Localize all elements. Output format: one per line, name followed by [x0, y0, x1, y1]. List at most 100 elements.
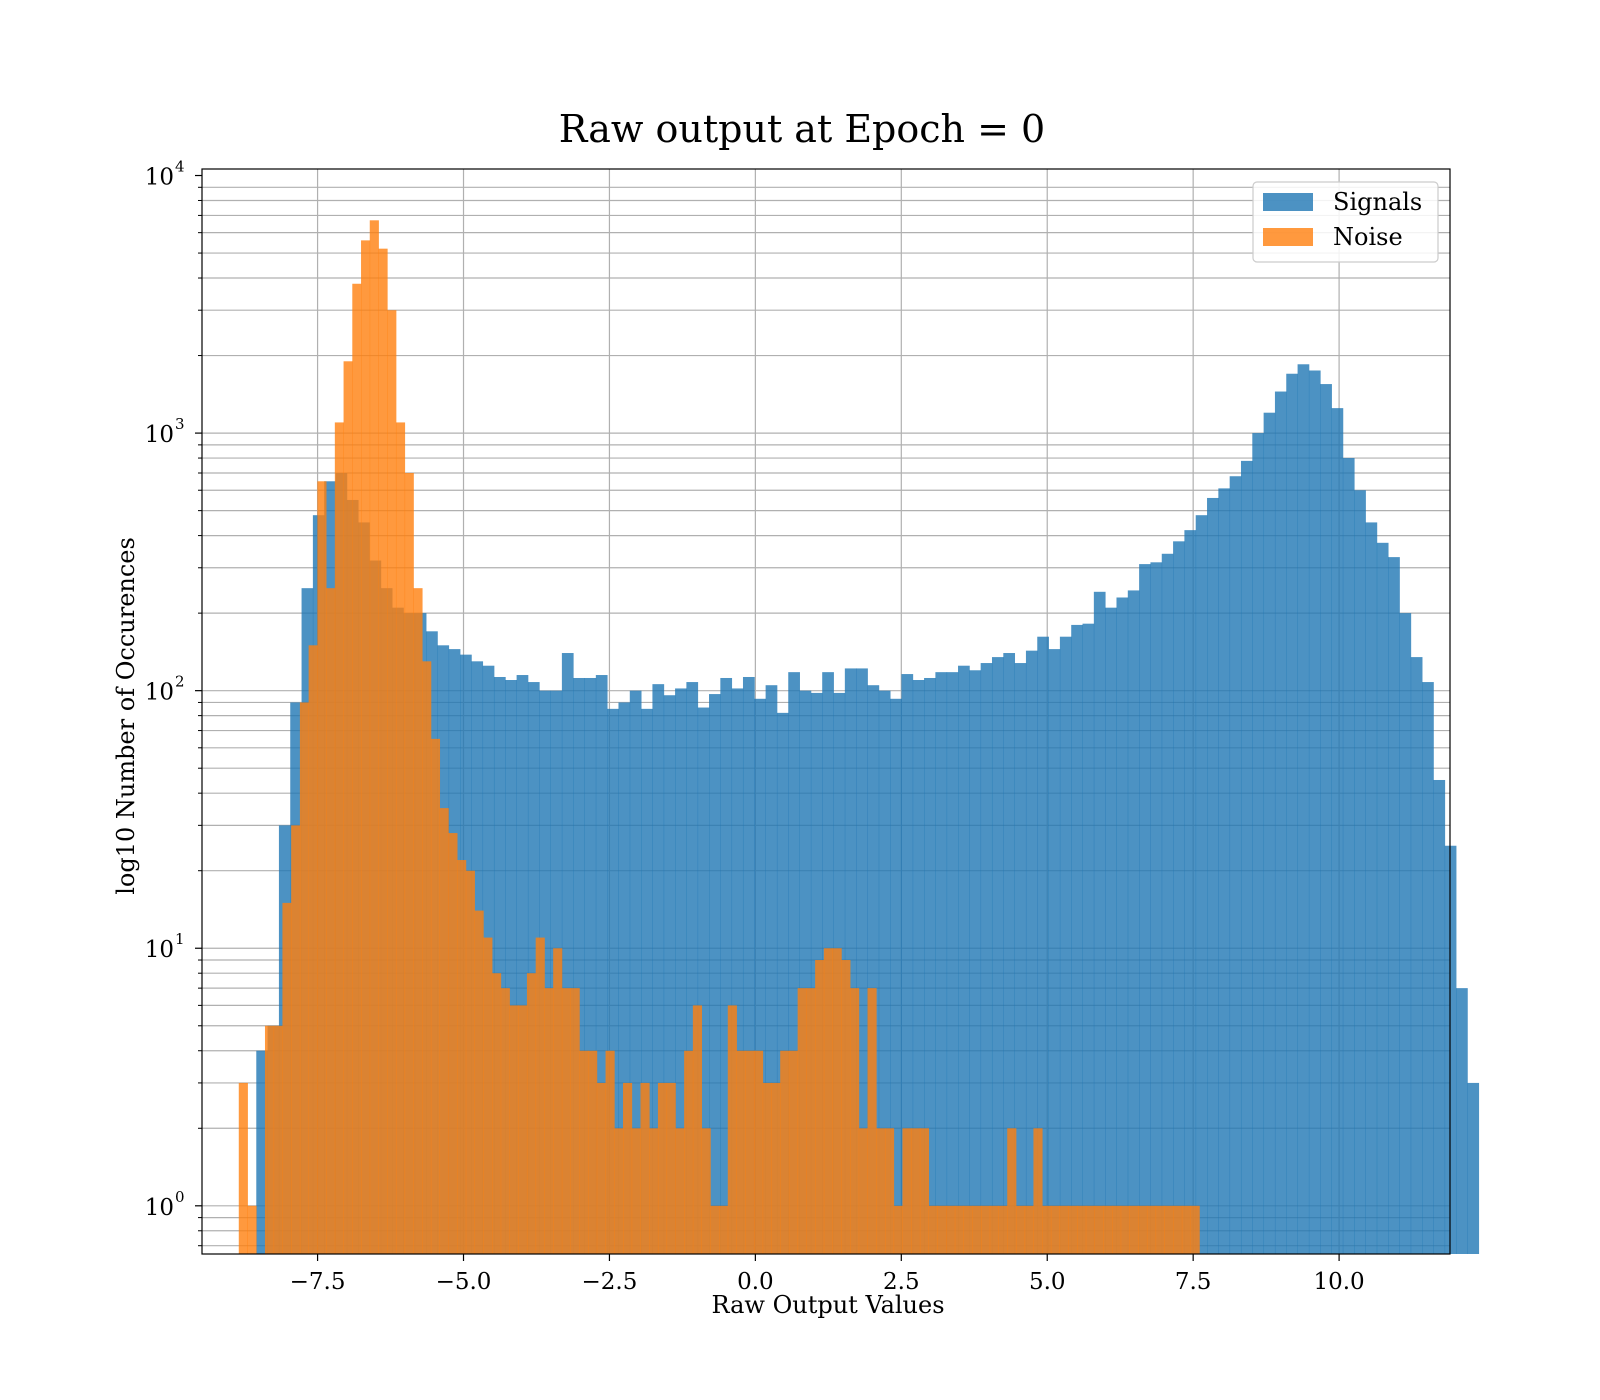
bar-noise: [1068, 1205, 1078, 1254]
bar-noise: [387, 310, 397, 1254]
bar-noise: [841, 960, 851, 1254]
bar-signals: [1320, 384, 1332, 1254]
bar-noise: [832, 948, 842, 1254]
bar-signals: [1240, 460, 1253, 1254]
bar-signals: [788, 672, 800, 1254]
bar-noise: [264, 1025, 275, 1254]
bar-noise: [1094, 1205, 1104, 1254]
y-tick-label-exponent: 0: [175, 1188, 185, 1206]
bar-signals: [1274, 391, 1287, 1255]
bar-signals: [924, 677, 936, 1254]
bar-signals: [1037, 636, 1049, 1254]
bar-noise: [919, 1128, 930, 1254]
bar-noise: [378, 248, 388, 1254]
bar-signals: [561, 653, 574, 1254]
bar-noise: [544, 988, 554, 1254]
bar-noise: [893, 1205, 903, 1254]
bar-noise: [631, 1128, 641, 1254]
bar-noise: [439, 808, 449, 1254]
bar-noise: [535, 937, 545, 1254]
bar-signals: [1218, 488, 1231, 1254]
bar-noise: [1120, 1205, 1130, 1254]
bar-signals: [652, 684, 665, 1254]
bar-noise: [928, 1205, 938, 1254]
bar-signals: [1422, 682, 1434, 1254]
bar-noise: [596, 1082, 606, 1254]
bar-signals: [629, 690, 642, 1254]
bar-noise: [963, 1205, 973, 1254]
bar-signals: [641, 708, 653, 1254]
bar-noise: [282, 902, 292, 1254]
bar-signals: [1467, 1082, 1480, 1254]
bar-signals: [1388, 557, 1400, 1254]
bar-signals: [1173, 541, 1185, 1254]
y-tick-label: 10: [145, 937, 174, 963]
bar-noise: [806, 988, 816, 1254]
bar-signals: [1139, 564, 1151, 1254]
bar-signals: [1195, 515, 1208, 1254]
bar-signals: [1399, 613, 1412, 1254]
bar-signals: [1207, 497, 1219, 1254]
bar-signals: [969, 670, 982, 1254]
bar-noise: [561, 988, 572, 1254]
bar-noise: [1155, 1205, 1165, 1254]
bar-signals: [1093, 591, 1106, 1254]
bar-signals: [742, 676, 755, 1254]
legend-swatch-signals: [1263, 193, 1313, 211]
bar-signals: [493, 676, 506, 1254]
bar-noise: [518, 1005, 528, 1254]
bar-noise: [762, 1082, 772, 1254]
bar-noise: [850, 988, 860, 1254]
bar-noise: [998, 1205, 1008, 1254]
bar-signals: [527, 682, 540, 1254]
bar-signals: [1263, 412, 1276, 1254]
x-tick-label: −2.5: [582, 1269, 638, 1295]
bar-noise: [745, 1050, 755, 1254]
bar-noise: [684, 1050, 694, 1254]
y-tick-label: 10: [145, 1195, 174, 1221]
bar-signals: [1229, 476, 1242, 1255]
legend-label-signals: Signals: [1333, 188, 1422, 216]
bar-noise: [780, 1050, 790, 1254]
bar-signals: [1025, 650, 1038, 1254]
bar-signals: [709, 694, 721, 1254]
bar-signals: [856, 668, 868, 1254]
bar-noise: [1015, 1205, 1026, 1254]
bar-noise: [736, 1050, 746, 1254]
bar-noise: [719, 1205, 729, 1254]
bar-noise: [657, 1082, 668, 1254]
x-tick-label: 0.0: [737, 1269, 774, 1295]
bar-signals: [1456, 988, 1468, 1254]
bar-signals: [1071, 624, 1083, 1254]
bar-noise: [981, 1205, 991, 1254]
bar-noise: [649, 1128, 659, 1254]
bar-noise: [474, 910, 484, 1254]
bar-signals: [991, 657, 1004, 1254]
bar-noise: [823, 948, 833, 1254]
bar-noise: [937, 1205, 947, 1254]
bar-noise: [413, 588, 423, 1254]
bar-noise: [911, 1128, 921, 1254]
bar-noise: [623, 1082, 633, 1254]
bar-noise: [526, 973, 537, 1254]
bar-noise: [989, 1205, 999, 1254]
bar-noise: [640, 1082, 650, 1254]
bar-noise: [1129, 1205, 1139, 1254]
bar-signals: [754, 698, 767, 1254]
bar-signals: [776, 712, 789, 1254]
bar-noise: [867, 988, 877, 1254]
bar-signals: [765, 685, 778, 1254]
plot-frame: [201, 168, 1451, 1255]
bar-noise: [343, 361, 353, 1254]
x-tick-label: −5.0: [436, 1269, 492, 1295]
bar-signals: [1150, 562, 1163, 1254]
bar-signals: [844, 668, 857, 1254]
bar-signals: [1433, 779, 1446, 1254]
bar-noise: [614, 1128, 624, 1254]
x-tick-label: 10.0: [1313, 1269, 1364, 1295]
bar-noise: [797, 988, 807, 1254]
bar-noise: [361, 240, 371, 1254]
chart-title: Raw output at Epoch = 0: [559, 107, 1045, 151]
